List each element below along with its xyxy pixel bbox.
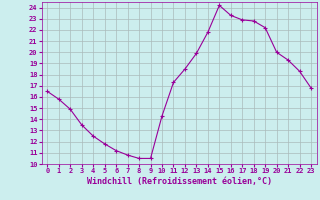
X-axis label: Windchill (Refroidissement éolien,°C): Windchill (Refroidissement éolien,°C) bbox=[87, 177, 272, 186]
